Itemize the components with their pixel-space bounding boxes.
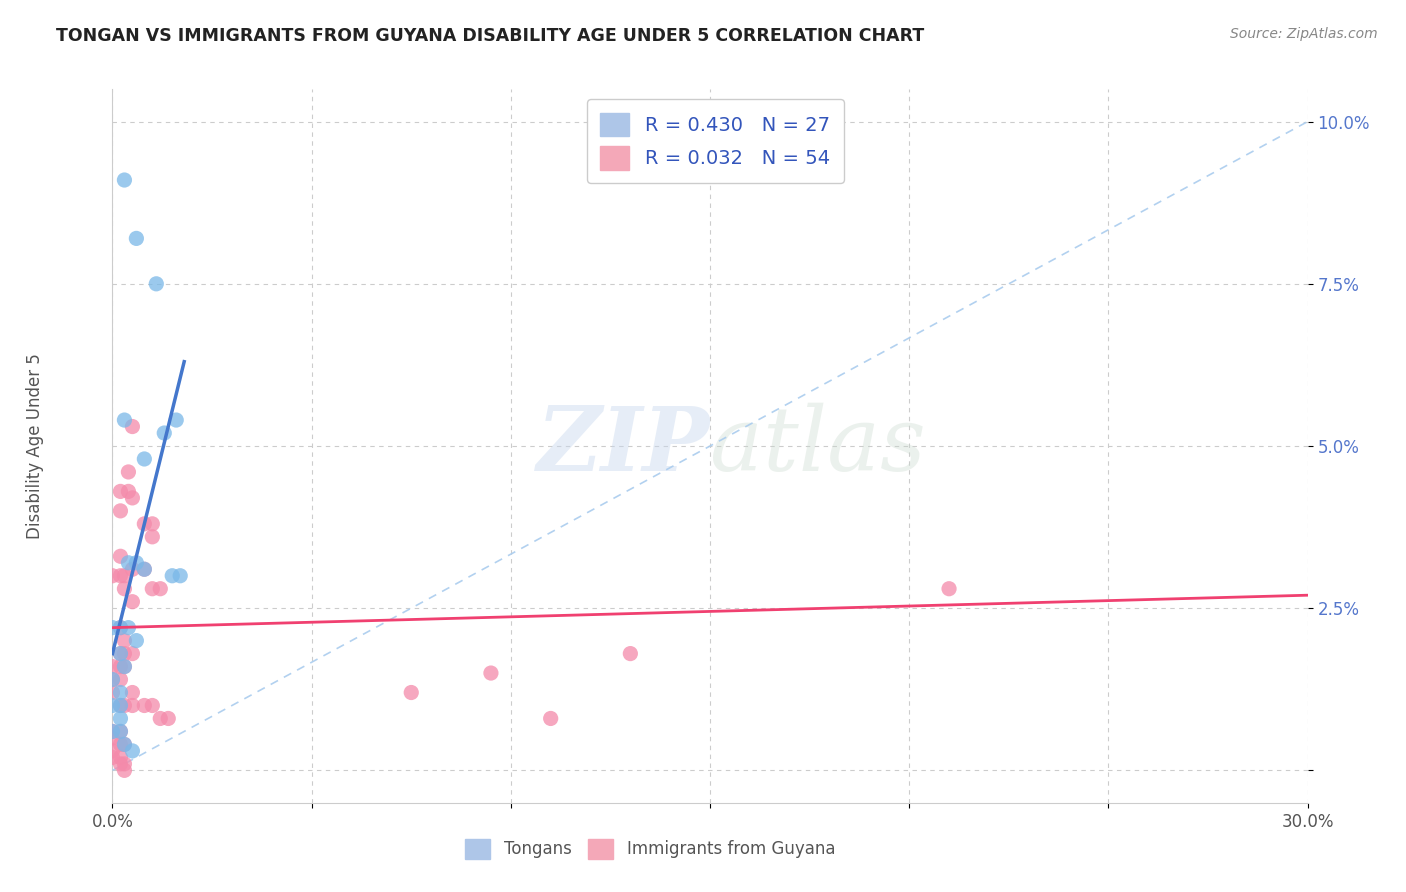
Point [101, 731, 124, 745]
Point [121, 647, 143, 661]
Point [117, 621, 139, 635]
Point [110, 504, 132, 518]
Point [114, 738, 135, 752]
Point [540, 711, 562, 725]
Point [114, 582, 135, 596]
Point [110, 647, 132, 661]
Point [110, 756, 132, 771]
Point [110, 621, 132, 635]
Point [162, 568, 183, 582]
Point [101, 750, 124, 764]
Point [110, 724, 132, 739]
Point [134, 452, 156, 467]
Point [134, 698, 156, 713]
Point [114, 764, 135, 778]
Point [114, 659, 135, 673]
Point [479, 666, 502, 681]
Legend: Tongans, Immigrants from Guyana: Tongans, Immigrants from Guyana [458, 832, 842, 866]
Point [149, 711, 172, 725]
Text: TONGAN VS IMMIGRANTS FROM GUYANA DISABILITY AGE UNDER 5 CORRELATION CHART: TONGAN VS IMMIGRANTS FROM GUYANA DISABIL… [56, 27, 925, 45]
Point [110, 711, 132, 725]
Point [121, 562, 143, 576]
Point [165, 413, 187, 427]
Point [145, 277, 167, 291]
Point [101, 621, 124, 635]
Point [101, 673, 124, 687]
Point [110, 659, 132, 673]
Point [114, 633, 135, 648]
Point [114, 413, 135, 427]
Point [619, 647, 641, 661]
Point [110, 738, 132, 752]
Point [114, 568, 135, 582]
Point [110, 698, 132, 713]
Point [141, 530, 163, 544]
Point [110, 647, 132, 661]
Point [101, 724, 124, 739]
Point [938, 582, 960, 596]
Point [114, 738, 135, 752]
Point [110, 673, 132, 687]
Point [110, 724, 132, 739]
Point [125, 231, 148, 245]
Point [153, 425, 176, 440]
Point [401, 685, 423, 699]
Point [117, 484, 139, 499]
Point [169, 568, 191, 582]
Point [114, 173, 135, 187]
Point [110, 621, 132, 635]
Point [134, 562, 156, 576]
Point [117, 556, 139, 570]
Point [114, 659, 135, 673]
Point [101, 659, 124, 673]
Point [141, 516, 163, 531]
Point [134, 562, 156, 576]
Text: atlas: atlas [710, 402, 925, 490]
Point [110, 698, 132, 713]
Point [141, 698, 163, 713]
Point [101, 685, 124, 699]
Point [101, 724, 124, 739]
Text: ZIP: ZIP [537, 403, 710, 489]
Text: Disability Age Under 5: Disability Age Under 5 [27, 353, 44, 539]
Point [110, 549, 132, 564]
Point [134, 516, 156, 531]
Point [141, 582, 163, 596]
Point [101, 568, 124, 582]
Point [110, 685, 132, 699]
Point [110, 568, 132, 582]
Point [110, 750, 132, 764]
Point [125, 633, 148, 648]
Point [101, 744, 124, 758]
Point [121, 698, 143, 713]
Point [101, 698, 124, 713]
Point [114, 698, 135, 713]
Text: Source: ZipAtlas.com: Source: ZipAtlas.com [1230, 27, 1378, 41]
Point [114, 756, 135, 771]
Point [149, 582, 172, 596]
Point [117, 465, 139, 479]
Point [125, 556, 148, 570]
Point [121, 595, 143, 609]
Point [114, 647, 135, 661]
Point [121, 744, 143, 758]
Point [110, 484, 132, 499]
Point [157, 711, 180, 725]
Point [121, 419, 143, 434]
Point [121, 685, 143, 699]
Point [101, 673, 124, 687]
Point [121, 491, 143, 505]
